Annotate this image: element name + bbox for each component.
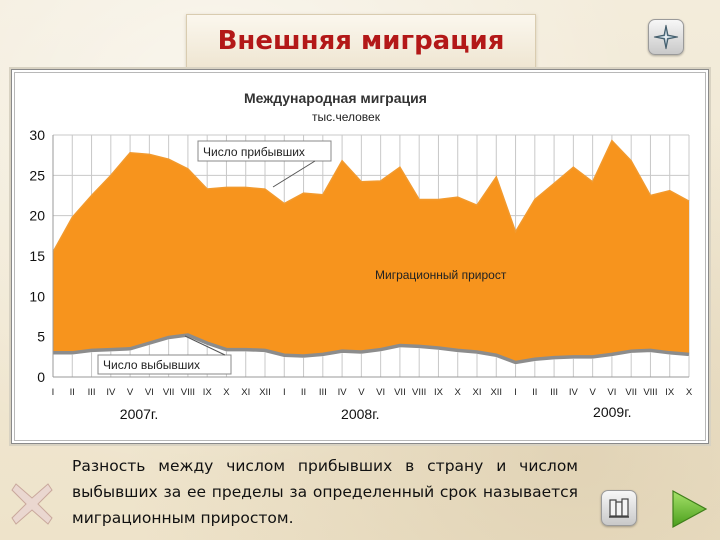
- series-line-departures: [53, 333, 690, 365]
- y-tick-label: 5: [37, 329, 45, 345]
- x-tick-label: VI: [376, 387, 385, 398]
- x-tick-label: VIII: [181, 387, 195, 398]
- series-line-arrivals: [52, 139, 690, 253]
- x-tick-label: VIII: [412, 387, 426, 398]
- chart-title: Международная миграция: [244, 90, 427, 106]
- x-tick-label: V: [358, 387, 365, 398]
- compass-icon: [653, 24, 679, 50]
- x-tick-label: IX: [203, 387, 213, 398]
- callout-increase-label: Миграционный прирост: [375, 268, 507, 282]
- play-forward-icon: [672, 489, 708, 529]
- x-tick-label: VII: [394, 387, 406, 398]
- chart-subtitle: тыс.человек: [312, 110, 381, 124]
- x-tick-label: V: [127, 387, 134, 398]
- definition-caption: Разность между числом прибывших в страну…: [72, 457, 578, 527]
- x-tick-label: VI: [145, 387, 154, 398]
- slide-title: Внешняя миграция: [217, 26, 505, 56]
- year-label: 2007г.: [120, 406, 158, 422]
- x-tick-label: XII: [259, 387, 271, 398]
- chart-area: 0 5 10 15 20 25 30 I II III IV V VI VII VIII IX X XI XII I I…: [14, 72, 706, 441]
- x-tick-label: III: [88, 387, 96, 398]
- x-tick-label: I: [52, 387, 55, 398]
- x-tick-label: X: [455, 387, 462, 398]
- x-tick-label: XII: [490, 387, 502, 398]
- x-tick-label: IX: [665, 387, 675, 398]
- y-tick-label: 30: [29, 127, 45, 143]
- x-tick-label: IV: [338, 387, 348, 398]
- compass-button[interactable]: [648, 19, 684, 55]
- cross-icon: [11, 483, 53, 525]
- y-tick-label: 0: [37, 369, 45, 385]
- callout-arrivals-pointer: [272, 160, 316, 188]
- chart-frame: 0 5 10 15 20 25 30 I II III IV V VI VII VIII IX X XI XII I I…: [11, 69, 709, 444]
- x-tick-label: III: [319, 387, 327, 398]
- callout-departures-box: [97, 354, 232, 375]
- x-tick-label: IV: [569, 387, 579, 398]
- title-box: Внешняя миграция: [186, 14, 536, 68]
- x-tick-label: II: [70, 387, 75, 398]
- x-tick-label: VI: [607, 387, 616, 398]
- x-tick-label: VIII: [643, 387, 657, 398]
- x-tick-label: I: [283, 387, 286, 398]
- x-tick-label: II: [532, 387, 537, 398]
- x-tick-label: XI: [473, 387, 482, 398]
- y-tick-label: 25: [29, 167, 45, 183]
- x-tick-label: X: [686, 387, 693, 398]
- next-slide-button[interactable]: [668, 488, 710, 530]
- x-tick-label: IV: [106, 387, 116, 398]
- x-tick-label: X: [223, 387, 230, 398]
- x-tick-label: XI: [241, 387, 250, 398]
- library-button[interactable]: [601, 490, 637, 526]
- x-tick-label: VII: [625, 387, 637, 398]
- callout-departures-label: Число выбывших: [103, 358, 200, 372]
- y-tick-label: 20: [29, 208, 45, 224]
- close-button[interactable]: [8, 480, 56, 528]
- x-tick-label: II: [301, 387, 306, 398]
- y-tick-label: 10: [29, 288, 45, 304]
- x-tick-label: VII: [163, 387, 175, 398]
- y-tick-label: 15: [29, 248, 45, 264]
- x-tick-label: I: [514, 387, 517, 398]
- year-label: 2008г.: [341, 406, 379, 422]
- callout-arrivals-box: [197, 140, 332, 162]
- x-tick-label: III: [550, 387, 558, 398]
- callout-departures-pointer: [184, 335, 226, 356]
- callout-arrivals-label: Число прибывших: [203, 145, 305, 159]
- book-icon: [609, 498, 629, 518]
- x-tick-label: V: [589, 387, 596, 398]
- year-label: 2009г.: [593, 404, 631, 420]
- x-tick-label: IX: [434, 387, 444, 398]
- migration-increase-area: [53, 140, 689, 377]
